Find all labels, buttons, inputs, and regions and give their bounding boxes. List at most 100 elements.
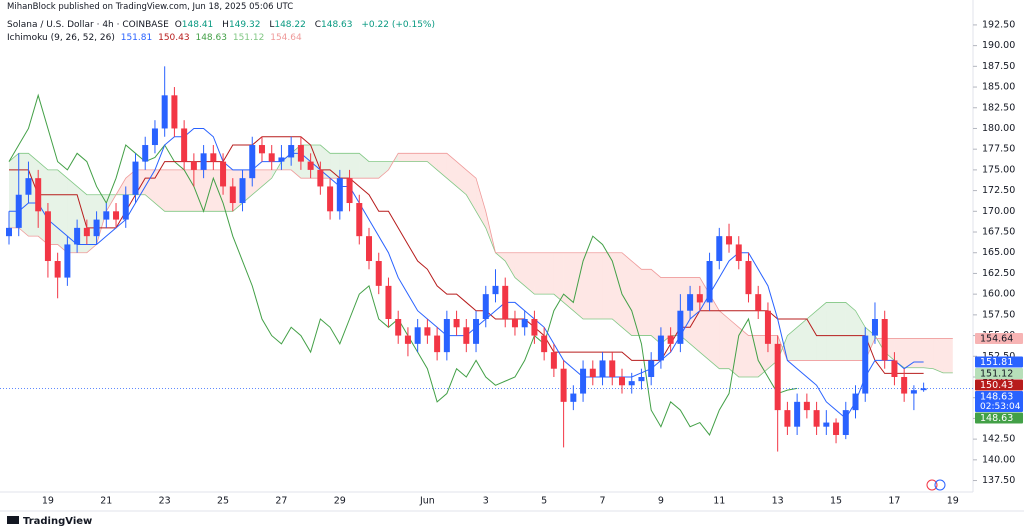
cloud	[787, 327, 798, 361]
candle-body	[550, 352, 557, 369]
candle	[190, 153, 197, 187]
cloud	[57, 169, 68, 253]
ohlc-label: L	[269, 20, 275, 30]
symbol-title: Solana / U.S. Dollar · 4h · COINBASE	[7, 20, 169, 30]
candle	[103, 203, 110, 228]
candle	[74, 219, 81, 253]
candle-body	[142, 145, 149, 162]
x-tick-label: 19	[42, 496, 54, 507]
y-tick-label: 165.00	[982, 247, 1015, 258]
cloud	[660, 277, 671, 344]
candle	[385, 277, 392, 328]
candle-body	[404, 335, 411, 344]
candle-body	[833, 422, 840, 435]
candle	[745, 252, 752, 303]
candle	[210, 145, 217, 170]
indicator-value: 151.12	[232, 33, 265, 43]
candle-body	[151, 128, 158, 146]
candle-body	[599, 360, 606, 377]
candle-body	[803, 401, 810, 411]
ohlc-label: O	[174, 20, 182, 30]
candle-body	[288, 145, 295, 158]
cloud	[612, 252, 622, 328]
badge-bg	[975, 367, 1023, 379]
x-tick-label: 27	[275, 496, 287, 507]
candle-body	[852, 393, 859, 411]
cloud	[174, 169, 185, 212]
cloud	[534, 252, 545, 295]
candle	[113, 203, 120, 228]
candle-body	[434, 335, 441, 353]
candle	[375, 252, 382, 295]
candle	[122, 186, 129, 228]
candle	[638, 368, 645, 390]
x-tick-label: 23	[159, 496, 171, 507]
candle-body	[881, 319, 888, 361]
candle-body	[755, 294, 762, 311]
y-tick-label: 172.50	[982, 185, 1015, 196]
badge-bg	[975, 412, 1023, 424]
candle	[395, 310, 402, 344]
candle-body	[891, 360, 898, 377]
cloud	[641, 269, 652, 336]
x-tick-label: 9	[658, 496, 664, 507]
candle-body	[482, 294, 489, 320]
candle-body	[910, 390, 917, 394]
x-tick-label: 11	[713, 496, 725, 507]
publisher: MihanBlock published on TradingView.com,…	[7, 2, 294, 12]
candle	[64, 236, 71, 286]
candle-body	[346, 178, 353, 204]
candle-body	[220, 161, 227, 187]
change: +0.22 (+0.15%)	[361, 20, 435, 30]
price-badge: 148.63	[975, 412, 1023, 424]
candle	[356, 194, 363, 245]
cloud	[913, 338, 924, 368]
candle	[93, 211, 100, 245]
candle	[609, 352, 616, 386]
candle	[871, 302, 878, 344]
candle-body	[44, 211, 51, 262]
x-tick-label: 3	[483, 496, 489, 507]
cloud	[86, 194, 97, 253]
y-tick-label: 137.50	[982, 475, 1015, 486]
cloud	[563, 252, 574, 311]
candle-body	[521, 319, 528, 328]
candle-body	[424, 327, 431, 336]
candle-body	[122, 194, 129, 220]
candle-body	[229, 186, 236, 204]
cloud	[816, 302, 827, 361]
candle	[249, 136, 256, 187]
cloud	[748, 335, 759, 377]
candle	[580, 360, 587, 402]
icon	[926, 479, 938, 491]
candle-body	[171, 95, 178, 129]
candle	[151, 120, 158, 154]
ohlc: O148.41	[175, 20, 217, 30]
candle	[453, 310, 460, 336]
badge-bg	[975, 356, 1023, 368]
cloud	[28, 153, 39, 237]
badge-label: 151.81	[980, 357, 1013, 368]
candle	[521, 310, 528, 336]
candle	[35, 169, 42, 228]
candle	[852, 385, 859, 419]
badge-label: 148.63	[980, 391, 1013, 402]
cloud	[164, 169, 175, 212]
candle-body	[443, 319, 450, 353]
logo-icon	[7, 516, 19, 524]
candle-body	[716, 236, 723, 262]
candle-body	[200, 153, 207, 170]
y-tick-label: 180.00	[982, 123, 1015, 134]
cloud	[738, 327, 749, 377]
cloud	[544, 252, 554, 295]
candle-body	[502, 285, 509, 320]
plot	[0, 66, 973, 452]
candle-body	[366, 236, 373, 262]
badge-label: 151.12	[980, 368, 1013, 379]
indicator-value: 151.81	[120, 33, 153, 43]
candle-body	[307, 161, 314, 170]
candle-body	[862, 335, 869, 394]
cloud	[602, 252, 613, 320]
